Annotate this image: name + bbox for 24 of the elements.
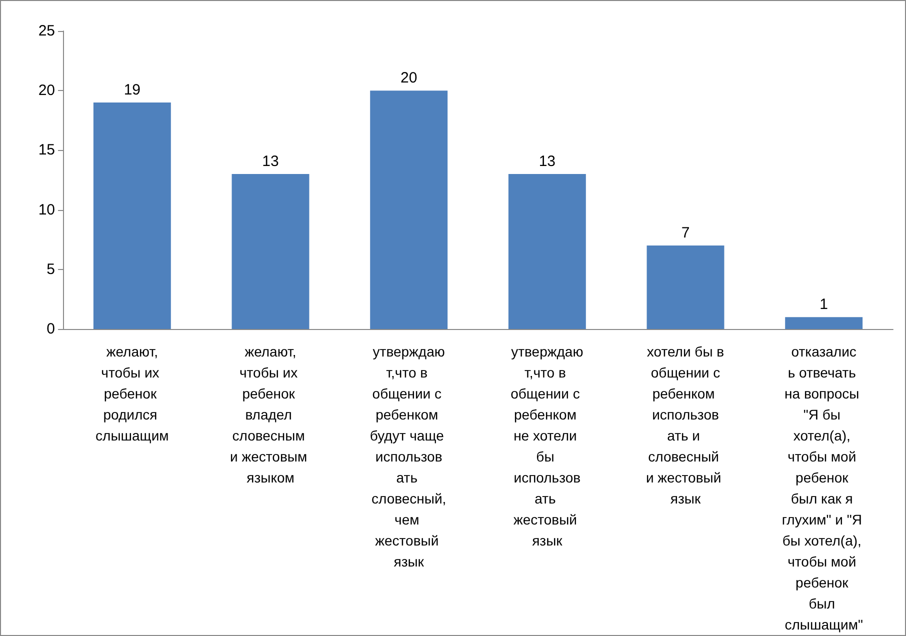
- bar: [508, 174, 586, 329]
- bar: [785, 317, 863, 329]
- x-tick-label: желают,чтобы их ребенок родился слышащим: [96, 344, 169, 444]
- bar: [232, 174, 310, 329]
- y-tick-label: 25: [38, 22, 55, 40]
- data-label: 13: [538, 153, 556, 170]
- data-label: 13: [262, 153, 279, 170]
- y-tick-label: 15: [38, 142, 55, 159]
- bar: [646, 246, 724, 329]
- y-tick-label: 0: [46, 320, 55, 338]
- data-label: 7: [681, 224, 690, 242]
- data-label: 20: [400, 70, 418, 87]
- data-label: 1: [820, 296, 828, 314]
- bar: [370, 90, 448, 329]
- bar: [93, 102, 171, 329]
- data-label: 19: [124, 82, 141, 99]
- category-label: утверждают,что в общении с ребенком не хотели бы использовать жестовый язык: [510, 344, 584, 548]
- y-tick-label: 10: [38, 201, 55, 218]
- x-tick-label: желают,чтобы их ребенок владел словесным и жестовым языком: [230, 344, 311, 486]
- category-label: утверждают,что в общении с ребенком будут чаще использовать словесный,чем жестовый язык: [370, 344, 446, 570]
- category-label: отказались отвечать на вопросы "Я бы хотел(а), чтобы мой ребенок был как я глухим" и "Я бы хотел(а), чтобы мой ребенок был слышащим": [782, 344, 863, 632]
- y-tick-label: 5: [46, 260, 55, 278]
- x-tick-label: хотели бы в общении с ребенком использовать и словесный и жестовый язык: [646, 344, 726, 506]
- y-tick-label: 20: [38, 82, 55, 100]
